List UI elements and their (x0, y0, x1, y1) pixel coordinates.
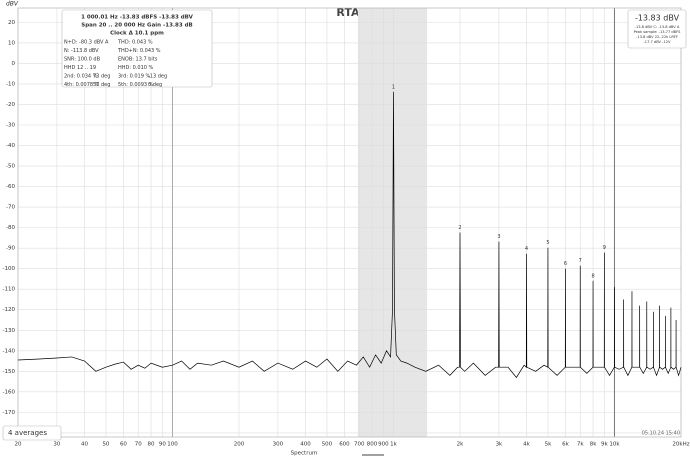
info-header: 1 000.01 Hz -13.83 dBFS -13.83 dBV (81, 15, 193, 21)
info-cell: -13 deg (148, 74, 167, 80)
x-tick-label: 900 (378, 442, 389, 448)
x-tick-label: 500 (322, 442, 333, 448)
x-tick-label: 60 (120, 442, 127, 448)
info-cell: 2nd: 0.034 % (64, 74, 98, 80)
y-tick-label: -60 (6, 184, 15, 190)
plot: -180-170-160-150-140-130-120-110-100-90-… (3, 7, 690, 448)
x-tick-label: 600 (339, 442, 350, 448)
info-cell: ENOB: 13.7 bits (118, 57, 158, 63)
x-tick-label: 5k (545, 442, 552, 448)
y-tick-label: -130 (3, 328, 16, 334)
y-tick-label: -100 (3, 266, 16, 272)
peak-label: 7 (579, 258, 582, 264)
timestamp: 05.10.24 15:40 (642, 431, 680, 437)
x-tick-label: 9k (601, 442, 608, 448)
peak-label: 2 (458, 225, 461, 231)
info-box (61, 9, 213, 88)
x-tick-label: 8k (590, 442, 597, 448)
readout-detail: Peak sample: -13.77 dBFS (634, 30, 682, 34)
averages: 4 averages (8, 429, 47, 437)
peak-label: 4 (525, 246, 528, 252)
y-tick-label: -90 (6, 246, 15, 252)
x-tick-label: 70 (135, 442, 142, 448)
x-tick-label: 90 (159, 442, 166, 448)
peak-label: 8 (591, 273, 594, 279)
y-tick-label: -80 (6, 225, 15, 231)
y-tick-label: -30 (6, 123, 15, 129)
readout-detail: -13.8 dBV 22..22k LRFF (636, 35, 678, 39)
y-tick-label: -150 (3, 369, 16, 375)
info-cell: 57 deg (93, 82, 110, 88)
x-tick-label: 80 (148, 442, 155, 448)
info-cell: 5th: 0.0093 % (118, 82, 154, 88)
x-tick-label: 6k (562, 442, 569, 448)
info-cell: N: -113.8 dBV (64, 48, 99, 54)
y-tick-label: -120 (3, 307, 16, 313)
x-tick-label: 4k (523, 442, 530, 448)
x-tick-label: 10k (609, 442, 620, 448)
info-cell: THD+N: 0.043 % (117, 48, 161, 54)
y-tick-label: -70 (6, 205, 15, 211)
peak-label: 3 (497, 234, 500, 240)
chart-title: RTA (336, 6, 360, 19)
x-tick-label: 40 (81, 442, 88, 448)
peak-label: 6 (564, 261, 567, 267)
overlay: Spectrum 1 000.01 Hz -13.83 dBFS -13.83 d… (2, 9, 687, 457)
y-axis-label: dBV (6, 1, 19, 8)
x-tick-label: 700 (354, 442, 365, 448)
peak-label: 1 (392, 84, 395, 90)
info-cell: HHD 12 .. 19 (64, 65, 96, 71)
x-tick-label: 20 (15, 442, 22, 448)
y-tick-label: 10 (8, 40, 15, 46)
info-header: Span 20 .. 20 000 Hz Gain -13.83 dB (81, 23, 192, 29)
readout-detail: -17.7 dBV -12V (643, 40, 671, 44)
x-tick-label: 2k (457, 442, 464, 448)
x-tick-label: 3k (496, 442, 503, 448)
info-cell: 0 deg (148, 82, 162, 88)
y-tick-label: -50 (6, 164, 15, 170)
x-tick-label: 800 (367, 442, 378, 448)
info-cell: 3rd: 0.019 % (118, 74, 151, 80)
info-cell: N+D: -80.3 dBV A (64, 40, 109, 46)
y-tick-label: -10 (6, 81, 15, 87)
y-tick-label: -170 (3, 410, 16, 416)
y-tick-label: 20 (8, 20, 15, 26)
plot-frame (17, 7, 682, 438)
info-cell: 4th: 0.0078 % (64, 82, 100, 88)
peak-label: 9 (603, 245, 606, 251)
x-tick-label: 30 (53, 442, 60, 448)
x-tick-label: 7k (577, 442, 584, 448)
y-tick-label: -20 (6, 102, 15, 108)
info-cell: HHD: 0.010 % (118, 65, 154, 71)
info-cell: 73 deg (93, 74, 110, 80)
x-tick-label: 1k (390, 442, 397, 448)
averages-box (2, 425, 62, 441)
readout-value: -13.83 dBV (635, 14, 680, 23)
info-cell: SNR: 100.0 dB (64, 57, 101, 63)
y-tick-label: 0 (12, 61, 16, 67)
info-header: Clock Δ 10.1 ppm (110, 31, 164, 37)
readout-box (627, 9, 687, 49)
readout-detail: -13.8 dBV C: -13.8 dBV A (635, 25, 680, 29)
peak-label: 5 (546, 240, 549, 246)
shaded-region (357, 8, 428, 437)
info-cell: THD: 0.043 % (117, 40, 153, 46)
legend-label: Spectrum (291, 451, 318, 457)
y-tick-label: -110 (3, 287, 16, 293)
x-tick-label: 20kHz (672, 442, 689, 448)
x-tick-label: 400 (300, 442, 311, 448)
y-tick-label: -160 (3, 389, 16, 395)
x-tick-label: 100 (167, 442, 178, 448)
x-tick-label: 200 (234, 442, 245, 448)
x-tick-label: 50 (102, 442, 109, 448)
spectrum-line (17, 91, 682, 379)
x-tick-label: 300 (273, 442, 284, 448)
y-tick-label: -40 (6, 143, 15, 149)
y-tick-label: -140 (3, 348, 16, 354)
